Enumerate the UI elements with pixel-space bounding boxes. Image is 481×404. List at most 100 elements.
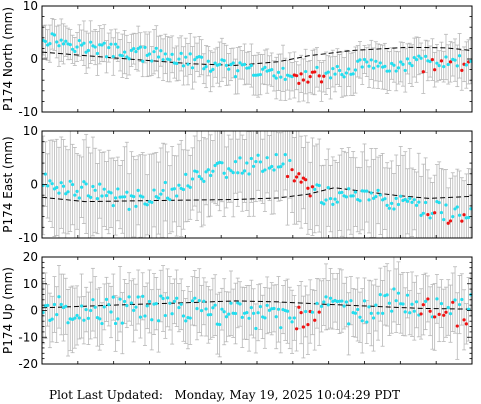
data-point <box>414 300 419 304</box>
data-point <box>111 295 115 299</box>
data-point <box>186 62 190 66</box>
data-point <box>129 48 133 52</box>
data-point <box>247 316 251 320</box>
data-point <box>132 195 136 199</box>
recent-data-point <box>439 59 444 63</box>
data-point <box>335 64 339 69</box>
data-point <box>324 295 328 299</box>
data-point <box>227 167 231 171</box>
recent-data-point <box>426 297 430 301</box>
y-tick-label: 0 <box>30 52 38 66</box>
data-point <box>64 304 68 308</box>
data-point <box>238 61 242 65</box>
data-point <box>322 300 326 304</box>
data-point <box>414 58 419 62</box>
data-point <box>197 299 201 303</box>
data-point <box>256 153 260 157</box>
data-point <box>222 59 226 63</box>
recent-data-point <box>297 81 301 85</box>
data-point <box>270 68 274 72</box>
data-point <box>385 203 389 207</box>
data-point <box>437 63 441 68</box>
data-point <box>417 200 421 204</box>
data-point <box>123 195 127 199</box>
data-point <box>206 59 210 63</box>
data-point <box>188 316 192 320</box>
y-tick-label: 20 <box>23 250 38 264</box>
data-point <box>374 59 378 63</box>
data-point <box>134 49 138 54</box>
data-point <box>102 187 106 191</box>
y-tick-label: -20 <box>18 357 38 371</box>
data-point <box>338 299 342 303</box>
data-point <box>349 299 353 303</box>
recent-data-point <box>437 312 441 317</box>
data-point <box>123 299 127 304</box>
recent-data-point <box>421 70 425 74</box>
data-point <box>181 64 186 68</box>
data-point <box>123 50 127 54</box>
data-point <box>288 158 292 163</box>
data-point <box>224 175 229 180</box>
data-point <box>338 68 342 73</box>
data-point <box>326 303 330 307</box>
data-point <box>378 61 382 65</box>
data-point <box>453 58 457 62</box>
data-point <box>42 310 45 315</box>
recent-data-point <box>317 74 321 78</box>
data-point <box>252 311 256 315</box>
y-tick-label: -10 <box>18 330 38 344</box>
data-point <box>399 60 403 64</box>
data-point <box>464 63 468 67</box>
recent-data-point <box>319 80 324 84</box>
data-point <box>290 75 294 79</box>
data-point <box>231 171 235 175</box>
data-point <box>455 64 459 68</box>
data-point <box>405 293 410 297</box>
data-point <box>75 313 79 318</box>
data-point <box>211 306 215 310</box>
data-point <box>392 63 396 67</box>
data-point <box>84 307 88 312</box>
data-point <box>283 77 287 81</box>
data-point <box>324 198 328 202</box>
data-point <box>46 184 50 188</box>
data-point <box>184 55 188 59</box>
data-point <box>89 195 93 200</box>
data-point <box>104 55 109 59</box>
data-point <box>340 299 344 303</box>
data-point <box>392 287 396 291</box>
data-point <box>120 195 124 199</box>
y-tick-label: 10 <box>23 0 38 13</box>
data-point <box>245 161 249 165</box>
data-point <box>399 194 403 198</box>
data-point <box>272 168 276 172</box>
data-point <box>387 206 391 210</box>
recent-data-point <box>455 324 459 328</box>
data-point <box>455 205 459 209</box>
data-point <box>138 315 143 319</box>
data-point <box>381 311 385 315</box>
data-point <box>181 314 186 318</box>
data-point <box>369 58 373 62</box>
data-point <box>150 59 154 63</box>
recent-data-point <box>285 174 290 179</box>
data-point <box>344 71 348 75</box>
data-point <box>152 50 156 54</box>
recent-data-point <box>297 172 301 176</box>
data-point <box>73 49 77 54</box>
data-point <box>444 55 448 59</box>
data-point <box>240 315 244 319</box>
data-point <box>184 172 188 176</box>
recent-data-point <box>313 318 317 322</box>
data-point <box>276 70 281 74</box>
data-point <box>319 304 324 308</box>
data-point <box>80 43 84 47</box>
recent-data-point <box>462 213 466 217</box>
data-point <box>333 72 337 76</box>
data-point <box>156 319 161 323</box>
y-tick-label: -10 <box>18 231 38 245</box>
data-point <box>238 302 242 306</box>
data-point <box>394 69 398 73</box>
